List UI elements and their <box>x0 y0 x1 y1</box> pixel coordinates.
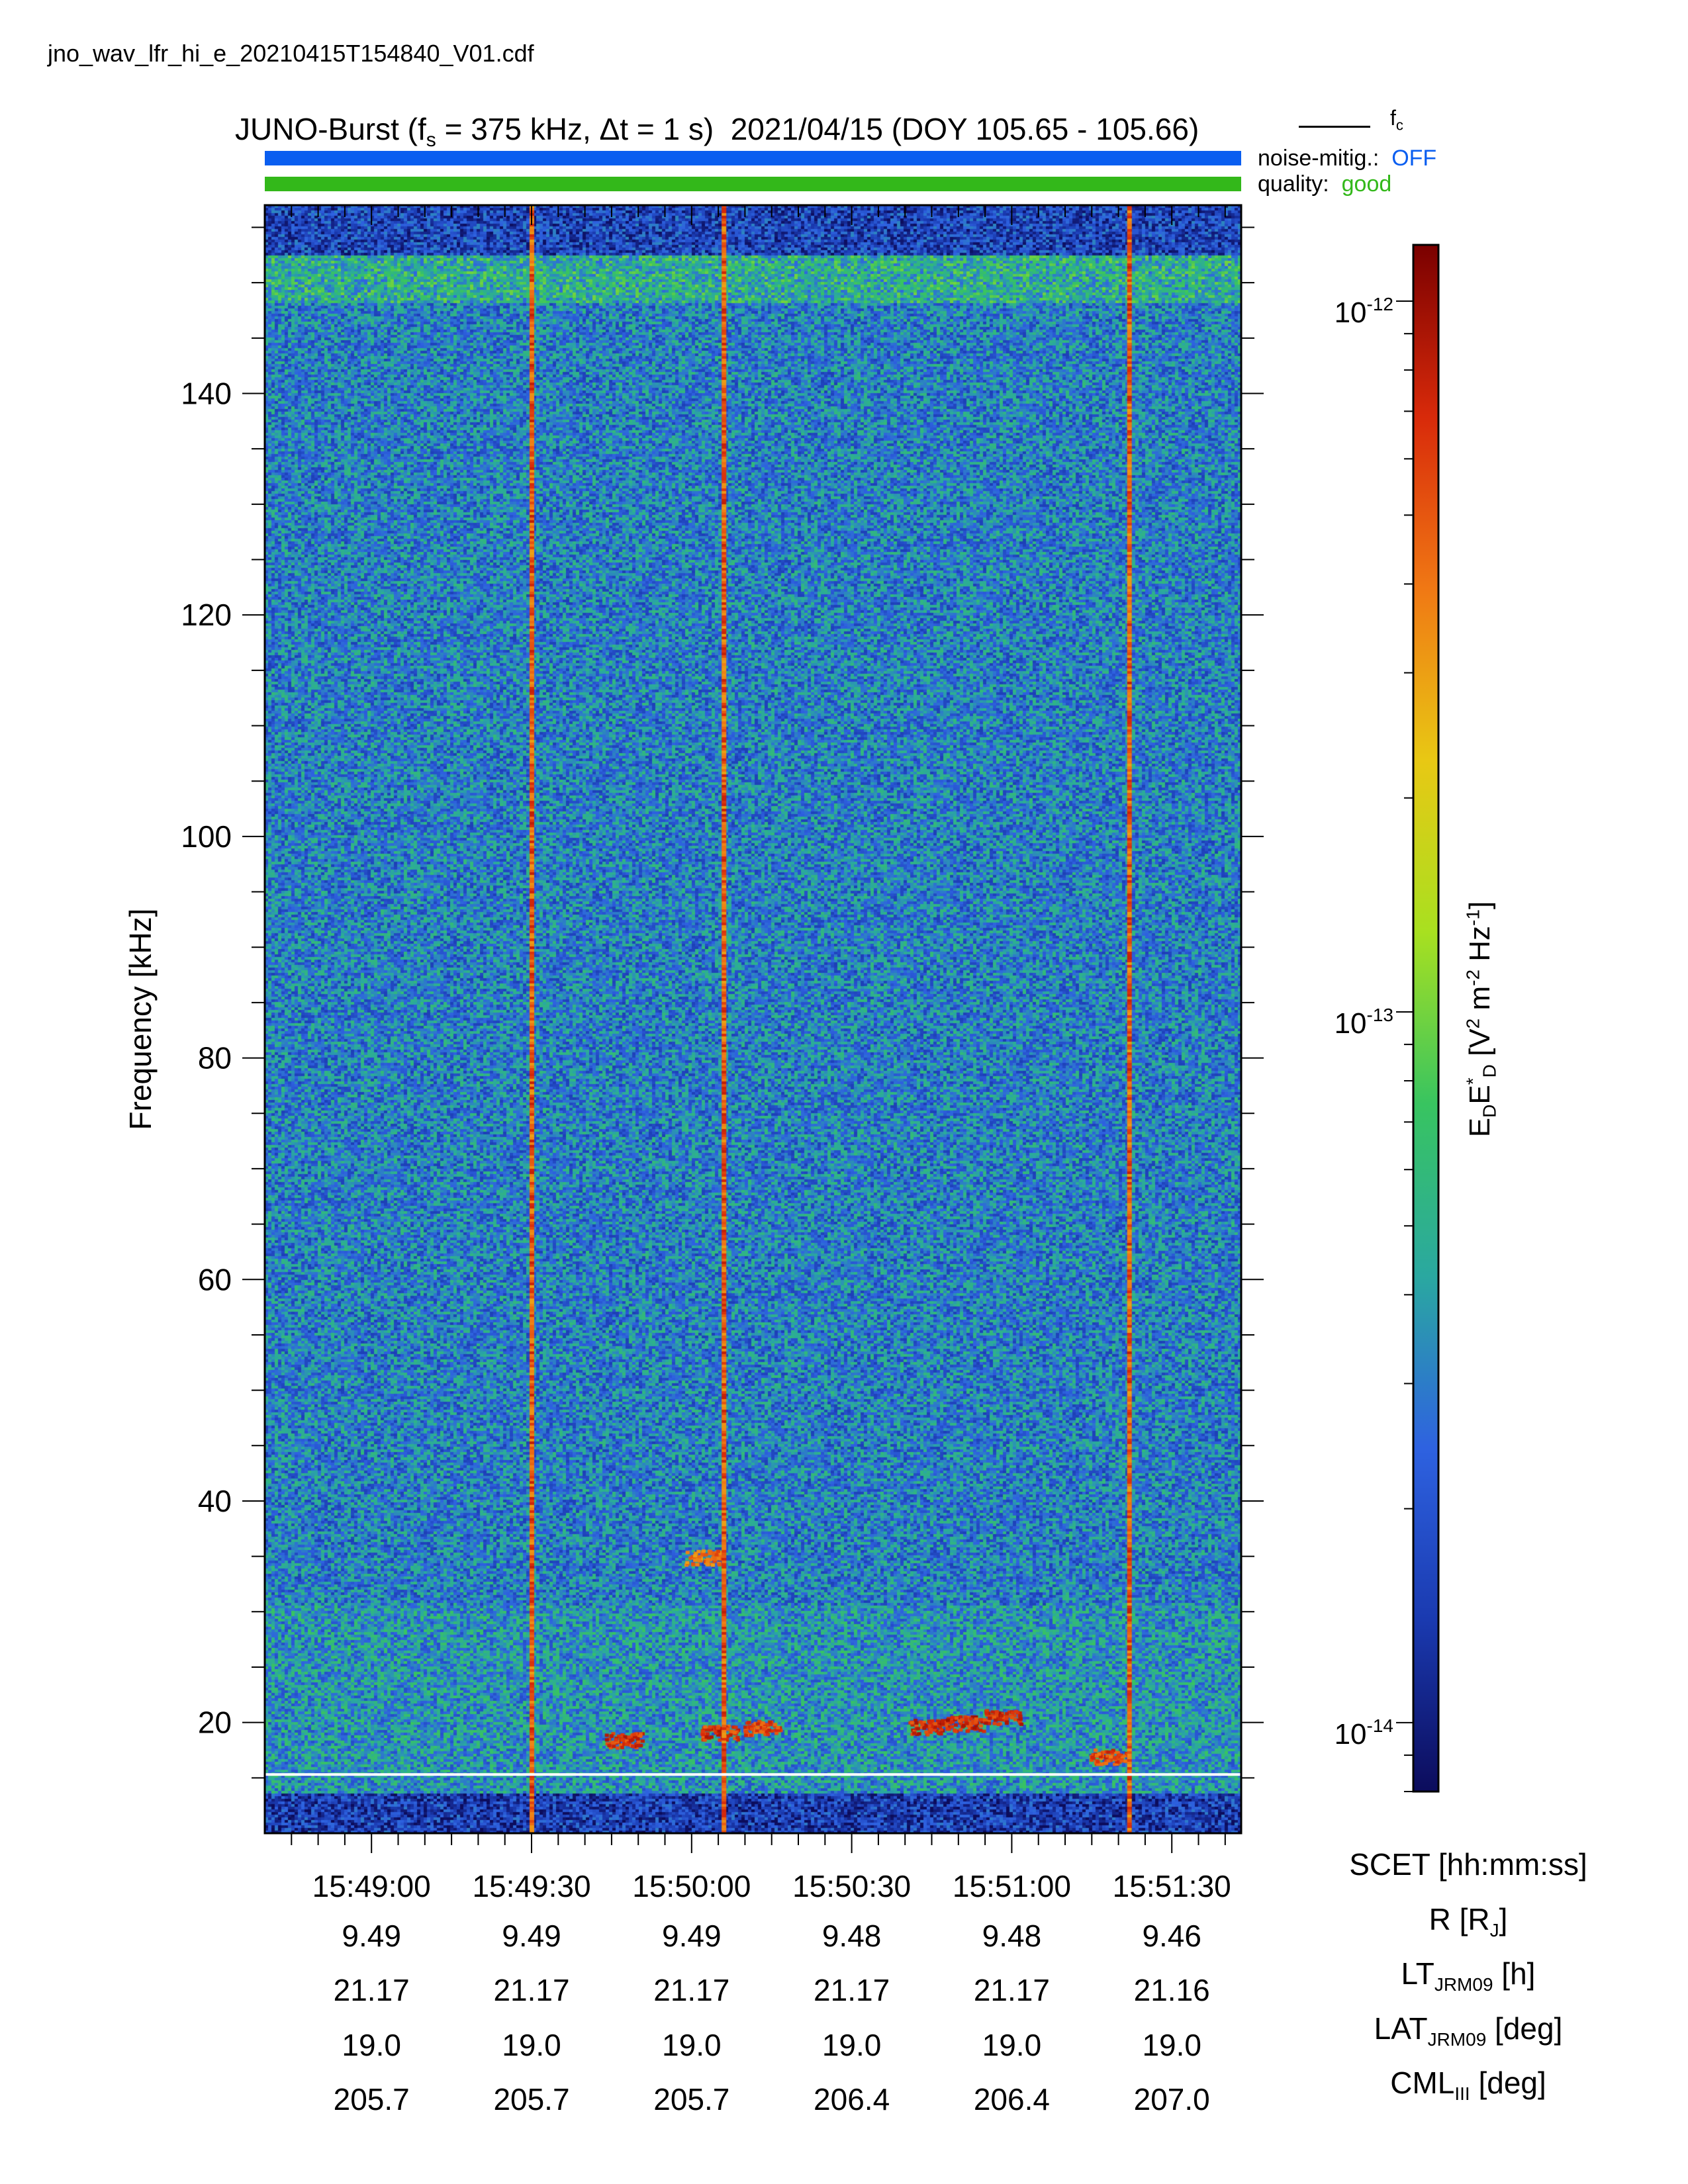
r-label: R [RJ] <box>1429 1901 1508 1941</box>
r-label-end: ] <box>1499 1902 1508 1936</box>
ephemeris-value-cml: 205.7 <box>653 2082 730 2116</box>
plot-frame <box>263 204 1243 1835</box>
cml-label-sub: III <box>1454 2083 1470 2105</box>
fc-legend-label: fc <box>1390 106 1403 134</box>
cb-label-d1: D <box>1479 1104 1500 1118</box>
cb-label-exp2: 2 <box>1462 1018 1483 1029</box>
colorbar-label: EDE*D [V2 m-2 Hz-1] <box>1462 901 1500 1137</box>
ephemeris-value-r: 9.49 <box>342 1919 401 1953</box>
cb-label-d2: D <box>1479 1064 1500 1078</box>
ephemeris-value-lt: 21.17 <box>973 1973 1050 2007</box>
ephemeris-value-lt: 21.17 <box>493 1973 570 2007</box>
x-tick-label: 15:51:30 <box>1113 1869 1231 1903</box>
x-tick-label: 15:49:30 <box>472 1869 590 1903</box>
file-name: jno_wav_lfr_hi_e_20210415T154840_V01.cdf <box>48 40 534 67</box>
cb-label-m: m <box>1463 985 1496 1019</box>
colorbar: 10-12 10-13 10-14 <box>1335 244 1440 1793</box>
fc-legend-line <box>1299 126 1370 128</box>
x-tick-label: 15:49:00 <box>312 1869 431 1903</box>
y-axis-label: Frequency [kHz] <box>123 908 158 1130</box>
chart-axes: 20 40 60 80 100 120 140 15:49:00 15:49:30 15:50:0… <box>181 204 1264 1903</box>
ephemeris-value-lat: 19.0 <box>342 2028 401 2062</box>
scet-label: SCET [hh:mm:ss] <box>1349 1847 1587 1882</box>
cb-label-hz: Hz <box>1463 925 1496 970</box>
lt-label-end: [h] <box>1493 1956 1536 1991</box>
title-date: 2021/04/15 (DOY 105.65 - 105.66) <box>730 112 1199 146</box>
y-tick-label: 100 <box>181 819 232 854</box>
lat-label-sub: JRM09 <box>1427 2029 1487 2050</box>
x-tick-label: 15:50:00 <box>632 1869 751 1903</box>
title-fs-label: f <box>418 112 426 146</box>
quality-status: quality: good <box>1258 171 1391 197</box>
lt-label: LTJRM09 [h] <box>1401 1956 1536 1995</box>
title-fs-sub: s <box>426 129 436 152</box>
ephemeris-value-lat: 19.0 <box>982 2028 1042 2062</box>
noise-label: noise-mitig.: <box>1258 146 1380 171</box>
x-tick-label: 15:51:00 <box>953 1869 1071 1903</box>
lt-label-sub: JRM09 <box>1434 1974 1493 1995</box>
colorbar-tick-label: 10-12 <box>1335 294 1393 329</box>
colorbar-tick-label: 10-13 <box>1335 1005 1393 1040</box>
r-label-text: R [R <box>1429 1902 1490 1936</box>
ephemeris-value-lat: 19.0 <box>1142 2028 1201 2062</box>
ephemeris-value-r: 9.46 <box>1142 1919 1201 1953</box>
colorbar-tick-label: 10-14 <box>1335 1715 1393 1751</box>
x-tick-label: 15:50:30 <box>792 1869 911 1903</box>
cml-label-end: [deg] <box>1470 2066 1546 2100</box>
cb-label-e2: E <box>1463 1085 1496 1105</box>
noise-mitigation-bar <box>265 151 1241 165</box>
ephemeris-value-r: 9.49 <box>662 1919 722 1953</box>
cb-label-close: ] <box>1463 901 1496 910</box>
y-tick-label: 60 <box>198 1262 232 1297</box>
y-tick-label: 20 <box>198 1706 232 1740</box>
ephemeris-value-lt: 21.16 <box>1133 1973 1210 2007</box>
ephemeris-value-r: 9.48 <box>982 1919 1042 1953</box>
ephemeris-value-lat: 19.0 <box>662 2028 722 2062</box>
title-fs-value: = 375 kHz, Δt = 1 s) <box>436 112 714 146</box>
spectrogram-image <box>265 205 1241 1833</box>
ephemeris-value-lt: 21.17 <box>653 1973 730 2007</box>
title-instrument: JUNO-Burst <box>235 112 399 146</box>
ephemeris-value-lt: 21.17 <box>333 1973 410 2007</box>
ephemeris-value-cml: 207.0 <box>1133 2082 1210 2116</box>
chart-title: JUNO-Burst (fs = 375 kHz, Δt = 1 s) 2021… <box>235 112 1199 152</box>
cb-label-expm1: -1 <box>1462 909 1483 926</box>
lt-label-text: LT <box>1401 1956 1434 1991</box>
y-tick-label: 140 <box>181 376 232 410</box>
ephemeris-value-cml: 205.7 <box>493 2082 570 2116</box>
cb-label-star: * <box>1462 1077 1483 1085</box>
y-tick-label: 80 <box>198 1041 232 1075</box>
ephemeris-value-cml: 205.7 <box>333 2082 410 2116</box>
noise-mitigation-status: noise-mitig.: OFF <box>1258 146 1436 171</box>
cb-label-expm2: -2 <box>1462 969 1483 986</box>
fc-label-text: f <box>1390 106 1396 130</box>
ephemeris-value-cml: 206.4 <box>814 2082 890 2116</box>
lat-label-text: LAT <box>1374 2011 1428 2046</box>
ephemeris-value-lt: 21.17 <box>814 1973 890 2007</box>
cml-label-text: CML <box>1390 2066 1455 2100</box>
ephemeris-value-r: 9.48 <box>821 1919 882 1953</box>
noise-value: OFF <box>1391 146 1437 171</box>
y-tick-label: 120 <box>181 598 232 632</box>
cb-label-v: [V <box>1463 1028 1496 1065</box>
ephemeris-value-lat: 19.0 <box>502 2028 561 2062</box>
fc-label-sub: c <box>1395 116 1403 134</box>
lat-label: LATJRM09 [deg] <box>1374 2011 1563 2050</box>
ephemeris-value-cml: 206.4 <box>973 2082 1050 2116</box>
ephemeris-value-r: 9.49 <box>502 1919 561 1953</box>
quality-value: good <box>1341 171 1392 197</box>
cml-label: CMLIII [deg] <box>1390 2065 1546 2105</box>
cb-label-e1: E <box>1463 1117 1496 1138</box>
colorbar-gradient <box>1412 244 1440 1793</box>
lat-label-end: [deg] <box>1486 2011 1563 2046</box>
quality-bar <box>265 177 1241 191</box>
quality-label: quality: <box>1258 171 1329 197</box>
r-label-sub: J <box>1489 1920 1499 1941</box>
y-tick-label: 40 <box>198 1484 232 1518</box>
ephemeris-value-lat: 19.0 <box>821 2028 882 2062</box>
